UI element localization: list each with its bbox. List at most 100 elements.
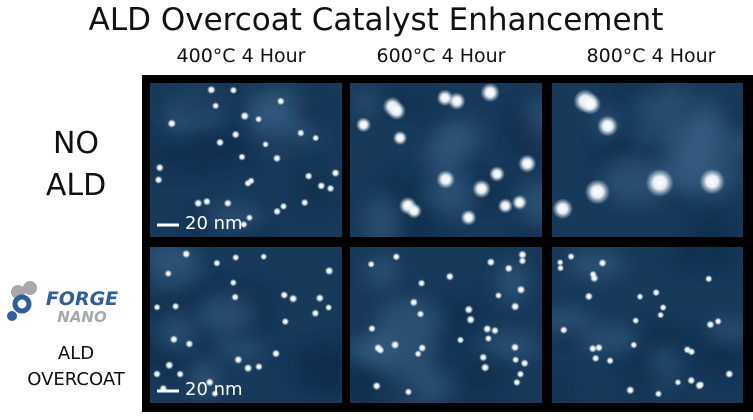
micrograph [552, 83, 743, 237]
particle [169, 335, 179, 344]
particle [247, 177, 255, 185]
particle [725, 369, 734, 379]
particle [416, 310, 425, 318]
particle [594, 343, 604, 352]
texture [364, 194, 402, 237]
particle [280, 290, 289, 300]
texture [634, 121, 659, 146]
particle [155, 163, 164, 172]
particle [714, 317, 722, 326]
particle [556, 258, 564, 266]
particle [512, 378, 521, 387]
particle [231, 253, 240, 262]
particle [367, 260, 375, 268]
particle [240, 220, 248, 229]
particle [406, 203, 422, 219]
particle [479, 353, 488, 362]
particle [211, 102, 220, 110]
panels [150, 83, 743, 403]
texture [613, 83, 668, 101]
particle [674, 378, 682, 386]
particle [625, 385, 635, 395]
particle [436, 89, 454, 107]
particle [584, 179, 611, 205]
particle [404, 388, 413, 396]
texture [507, 107, 533, 142]
texture [365, 255, 399, 288]
texture [671, 247, 706, 270]
particle [390, 340, 400, 350]
particle [484, 334, 493, 343]
texture [642, 324, 688, 356]
micrograph [552, 247, 743, 403]
particle [589, 270, 597, 279]
particle [567, 252, 575, 261]
particle [486, 257, 496, 267]
particle [591, 354, 600, 363]
particle [193, 198, 203, 208]
particle [636, 293, 644, 301]
column-header: 800°C 4 Hour [587, 45, 716, 67]
particle [645, 168, 674, 197]
particle [497, 198, 513, 214]
particle [260, 253, 268, 261]
particle [652, 288, 661, 297]
particle [262, 140, 270, 148]
particle [699, 168, 726, 195]
particle [511, 356, 520, 364]
particle [331, 168, 340, 178]
logo: FORGE NANO [7, 281, 118, 326]
particle [687, 347, 696, 356]
particle [223, 199, 232, 208]
particle [588, 344, 597, 353]
particle [304, 172, 313, 181]
particle [273, 207, 282, 216]
texture [684, 212, 738, 237]
particle [445, 272, 455, 281]
micrograph [150, 83, 342, 237]
particle [417, 343, 427, 353]
particle [213, 259, 221, 267]
particle [504, 264, 513, 273]
particle [281, 317, 290, 326]
particle [392, 252, 401, 261]
particle [202, 197, 212, 206]
particle [494, 291, 503, 300]
particle [511, 194, 528, 211]
particle [164, 360, 174, 370]
particle [630, 341, 638, 349]
texture [706, 318, 743, 343]
particle [517, 250, 527, 260]
particle [324, 266, 334, 276]
particle [552, 198, 574, 220]
texture [552, 309, 599, 331]
particle [704, 274, 713, 283]
particle [243, 363, 253, 373]
particle [510, 302, 520, 312]
particle [254, 362, 263, 371]
row-label: ALD [46, 168, 106, 203]
particle [215, 138, 225, 147]
particle [598, 258, 607, 268]
particle [559, 325, 568, 335]
particle [579, 93, 602, 115]
micrograph [150, 247, 342, 403]
micrograph [350, 247, 542, 403]
particle [153, 303, 161, 311]
title: ALD Overcoat Catalyst Enhancement [89, 2, 664, 38]
particle [520, 359, 529, 368]
particle [171, 302, 180, 311]
row-label: OVERCOAT [27, 369, 125, 390]
column-header: 400°C 4 Hour [177, 45, 306, 67]
logo-text: FORGE [46, 288, 118, 310]
logo-text: NANO [57, 308, 107, 326]
particle [632, 316, 640, 325]
particle [317, 181, 326, 191]
particle [288, 294, 298, 304]
particle [238, 153, 246, 161]
particle [154, 175, 163, 184]
particle [211, 389, 219, 398]
particle [276, 97, 285, 106]
particle [409, 298, 419, 307]
